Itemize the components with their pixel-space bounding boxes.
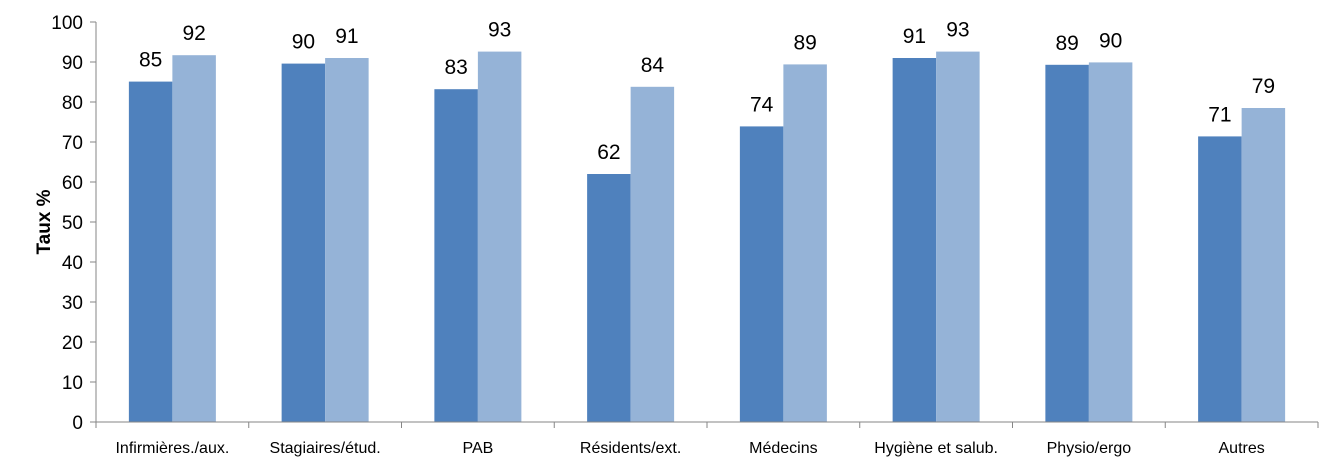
bar: [434, 89, 478, 422]
data-label: 74: [750, 93, 774, 116]
y-tick-label: 50: [62, 213, 83, 234]
data-label: 83: [444, 56, 467, 79]
y-tick-label: 60: [62, 173, 83, 194]
x-tick-label: Médecins: [749, 440, 817, 457]
y-tick-label: 80: [62, 93, 83, 114]
x-tick-label: Stagiaires/étud.: [270, 440, 381, 457]
data-label: 91: [903, 25, 926, 48]
bar: [1241, 108, 1286, 422]
bar: [1088, 62, 1133, 423]
data-label: 89: [1055, 32, 1078, 55]
bar: [281, 63, 326, 422]
data-label: 93: [946, 19, 969, 42]
data-label: 92: [182, 22, 205, 45]
bar: [128, 81, 173, 422]
bar: [325, 58, 369, 422]
data-label: 79: [1252, 75, 1275, 98]
data-labels: 85 90 83 62 74 91 89 71 92 91 93 84 89 93 90 79: [139, 19, 1275, 164]
y-tick-label: 20: [62, 333, 83, 354]
y-axis: 0 10 20 30 40 50 60 70 80 90 100: [51, 13, 97, 434]
x-axis: Infirmières./aux. Stagiaires/étud. PAB Rési…: [95, 421, 1319, 457]
x-tick-label: PAB: [462, 440, 493, 457]
data-label: 90: [1099, 29, 1122, 52]
x-tick-label: Autres: [1219, 440, 1265, 457]
data-label: 90: [292, 31, 315, 54]
bar: [630, 86, 675, 423]
y-tick-label: 70: [62, 133, 83, 154]
bar: [892, 58, 937, 422]
x-tick-label: Physio/ergo: [1047, 440, 1132, 457]
data-label: 62: [597, 141, 620, 164]
y-axis-title: Taux %: [34, 189, 55, 254]
bar: [477, 51, 522, 422]
data-label: 84: [641, 54, 665, 77]
bar: [783, 64, 827, 423]
y-tick-label: 100: [51, 13, 83, 34]
data-label: 71: [1208, 103, 1231, 126]
x-tick-label: Résidents/ext.: [580, 440, 681, 457]
bar: [172, 55, 216, 422]
bar: [936, 51, 980, 422]
bars: [128, 51, 1286, 423]
y-tick-label: 0: [72, 413, 83, 434]
y-tick-label: 90: [62, 53, 83, 74]
bar: [587, 174, 631, 422]
data-label: 89: [793, 31, 816, 54]
y-tick-label: 30: [62, 293, 83, 314]
x-tick-label: Infirmières./aux.: [115, 440, 229, 457]
data-label: 91: [335, 25, 358, 48]
data-label: 93: [488, 19, 511, 42]
x-tick-label: Hygiène et salub.: [874, 440, 998, 457]
bar: [739, 126, 784, 423]
bar: [1198, 136, 1242, 422]
y-tick-label: 40: [62, 253, 83, 274]
data-label: 85: [139, 49, 162, 72]
y-tick-label: 10: [62, 373, 83, 394]
bar: [1045, 64, 1089, 423]
